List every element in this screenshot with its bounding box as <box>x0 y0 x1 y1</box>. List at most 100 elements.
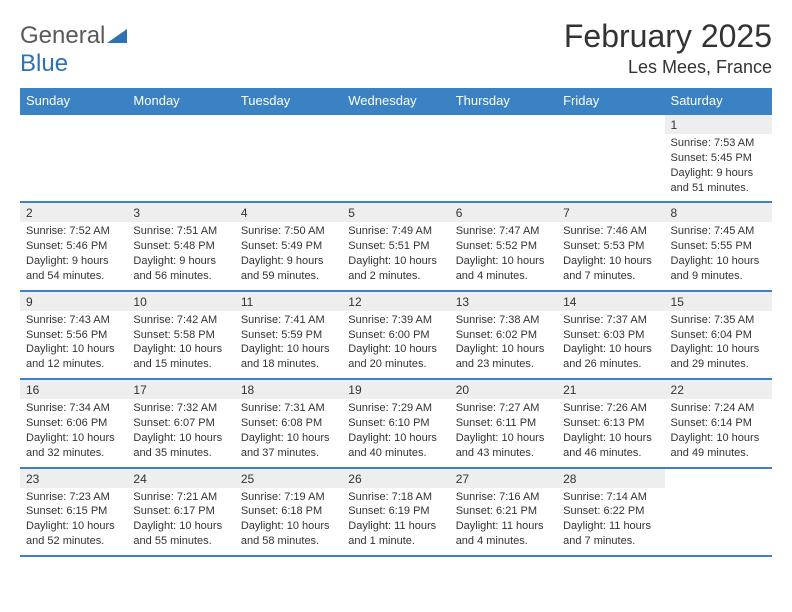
day-number: 3 <box>127 202 234 222</box>
sunrise-text: Sunrise: 7:37 AM <box>563 313 658 328</box>
sunrise-text: Sunrise: 7:18 AM <box>348 490 443 505</box>
day-content: Sunrise: 7:45 AMSunset: 5:55 PMDaylight:… <box>665 222 772 290</box>
daylight-text: Daylight: 11 hours and 7 minutes. <box>563 519 658 549</box>
day-header: Wednesday <box>342 88 449 114</box>
sunset-text: Sunset: 6:19 PM <box>348 504 443 519</box>
sunrise-text: Sunrise: 7:35 AM <box>671 313 766 328</box>
sunrise-text: Sunrise: 7:32 AM <box>133 401 228 416</box>
sunset-text: Sunset: 5:53 PM <box>563 239 658 254</box>
day-content: Sunrise: 7:35 AMSunset: 6:04 PMDaylight:… <box>665 311 772 379</box>
sunrise-text: Sunrise: 7:24 AM <box>671 401 766 416</box>
daylight-text: Daylight: 10 hours and 26 minutes. <box>563 342 658 372</box>
daylight-text: Daylight: 10 hours and 35 minutes. <box>133 431 228 461</box>
logo-triangle-icon <box>107 27 127 48</box>
day-header: Tuesday <box>235 88 342 114</box>
day-number <box>127 114 234 134</box>
day-header: Saturday <box>665 88 772 114</box>
day-number: 22 <box>665 379 772 399</box>
day-content: Sunrise: 7:53 AMSunset: 5:45 PMDaylight:… <box>665 134 772 202</box>
day-number: 24 <box>127 468 234 488</box>
logo-word2: Blue <box>20 50 68 77</box>
sunset-text: Sunset: 6:15 PM <box>26 504 121 519</box>
day-number: 11 <box>235 291 342 311</box>
day-number: 15 <box>665 291 772 311</box>
day-number: 25 <box>235 468 342 488</box>
sunrise-text: Sunrise: 7:49 AM <box>348 224 443 239</box>
day-header-row: Sunday Monday Tuesday Wednesday Thursday… <box>20 88 772 114</box>
sunset-text: Sunset: 6:18 PM <box>241 504 336 519</box>
daynum-row: 232425262728 <box>20 468 772 488</box>
day-number: 9 <box>20 291 127 311</box>
day-number: 21 <box>557 379 664 399</box>
daylight-text: Daylight: 10 hours and 32 minutes. <box>26 431 121 461</box>
sunrise-text: Sunrise: 7:26 AM <box>563 401 658 416</box>
sunset-text: Sunset: 6:02 PM <box>456 328 551 343</box>
day-content: Sunrise: 7:32 AMSunset: 6:07 PMDaylight:… <box>127 399 234 467</box>
day-number: 2 <box>20 202 127 222</box>
day-number: 16 <box>20 379 127 399</box>
day-content: Sunrise: 7:24 AMSunset: 6:14 PMDaylight:… <box>665 399 772 467</box>
calendar-body: 1Sunrise: 7:53 AMSunset: 5:45 PMDaylight… <box>20 114 772 556</box>
day-content: Sunrise: 7:50 AMSunset: 5:49 PMDaylight:… <box>235 222 342 290</box>
day-content: Sunrise: 7:19 AMSunset: 6:18 PMDaylight:… <box>235 488 342 556</box>
sunrise-text: Sunrise: 7:29 AM <box>348 401 443 416</box>
day-content: Sunrise: 7:49 AMSunset: 5:51 PMDaylight:… <box>342 222 449 290</box>
day-header: Thursday <box>450 88 557 114</box>
day-content: Sunrise: 7:18 AMSunset: 6:19 PMDaylight:… <box>342 488 449 556</box>
sunset-text: Sunset: 6:21 PM <box>456 504 551 519</box>
daylight-text: Daylight: 10 hours and 29 minutes. <box>671 342 766 372</box>
page-title: February 2025 <box>564 18 772 55</box>
sunset-text: Sunset: 5:55 PM <box>671 239 766 254</box>
daylight-text: Daylight: 10 hours and 12 minutes. <box>26 342 121 372</box>
day-content: Sunrise: 7:27 AMSunset: 6:11 PMDaylight:… <box>450 399 557 467</box>
day-content: Sunrise: 7:37 AMSunset: 6:03 PMDaylight:… <box>557 311 664 379</box>
day-content <box>20 134 127 202</box>
day-content: Sunrise: 7:51 AMSunset: 5:48 PMDaylight:… <box>127 222 234 290</box>
daylight-text: Daylight: 10 hours and 18 minutes. <box>241 342 336 372</box>
sunrise-text: Sunrise: 7:47 AM <box>456 224 551 239</box>
day-number: 27 <box>450 468 557 488</box>
day-number <box>235 114 342 134</box>
daylight-text: Daylight: 10 hours and 4 minutes. <box>456 254 551 284</box>
daynum-row: 9101112131415 <box>20 291 772 311</box>
day-number: 5 <box>342 202 449 222</box>
sunrise-text: Sunrise: 7:46 AM <box>563 224 658 239</box>
day-number <box>665 468 772 488</box>
day-number: 17 <box>127 379 234 399</box>
day-header: Friday <box>557 88 664 114</box>
day-content <box>342 134 449 202</box>
daylight-text: Daylight: 10 hours and 49 minutes. <box>671 431 766 461</box>
day-header: Monday <box>127 88 234 114</box>
day-content: Sunrise: 7:52 AMSunset: 5:46 PMDaylight:… <box>20 222 127 290</box>
daylight-text: Daylight: 9 hours and 54 minutes. <box>26 254 121 284</box>
day-number: 1 <box>665 114 772 134</box>
day-content: Sunrise: 7:26 AMSunset: 6:13 PMDaylight:… <box>557 399 664 467</box>
sunset-text: Sunset: 5:58 PM <box>133 328 228 343</box>
day-content: Sunrise: 7:46 AMSunset: 5:53 PMDaylight:… <box>557 222 664 290</box>
day-number: 6 <box>450 202 557 222</box>
sunset-text: Sunset: 6:10 PM <box>348 416 443 431</box>
content-row: Sunrise: 7:52 AMSunset: 5:46 PMDaylight:… <box>20 222 772 290</box>
sunrise-text: Sunrise: 7:14 AM <box>563 490 658 505</box>
sunset-text: Sunset: 6:03 PM <box>563 328 658 343</box>
day-number: 13 <box>450 291 557 311</box>
title-block: February 2025 Les Mees, France <box>564 18 772 78</box>
sunrise-text: Sunrise: 7:34 AM <box>26 401 121 416</box>
daylight-text: Daylight: 10 hours and 43 minutes. <box>456 431 551 461</box>
daynum-row: 2345678 <box>20 202 772 222</box>
day-content <box>235 134 342 202</box>
daylight-text: Daylight: 10 hours and 40 minutes. <box>348 431 443 461</box>
location-subtitle: Les Mees, France <box>564 57 772 78</box>
sunrise-text: Sunrise: 7:41 AM <box>241 313 336 328</box>
content-row: Sunrise: 7:23 AMSunset: 6:15 PMDaylight:… <box>20 488 772 556</box>
sunset-text: Sunset: 6:14 PM <box>671 416 766 431</box>
content-row: Sunrise: 7:43 AMSunset: 5:56 PMDaylight:… <box>20 311 772 379</box>
day-number: 19 <box>342 379 449 399</box>
daylight-text: Daylight: 10 hours and 9 minutes. <box>671 254 766 284</box>
daylight-text: Daylight: 10 hours and 23 minutes. <box>456 342 551 372</box>
calendar-table: Sunday Monday Tuesday Wednesday Thursday… <box>20 88 772 557</box>
day-number: 12 <box>342 291 449 311</box>
sunrise-text: Sunrise: 7:42 AM <box>133 313 228 328</box>
daylight-text: Daylight: 11 hours and 1 minute. <box>348 519 443 549</box>
sunset-text: Sunset: 5:48 PM <box>133 239 228 254</box>
